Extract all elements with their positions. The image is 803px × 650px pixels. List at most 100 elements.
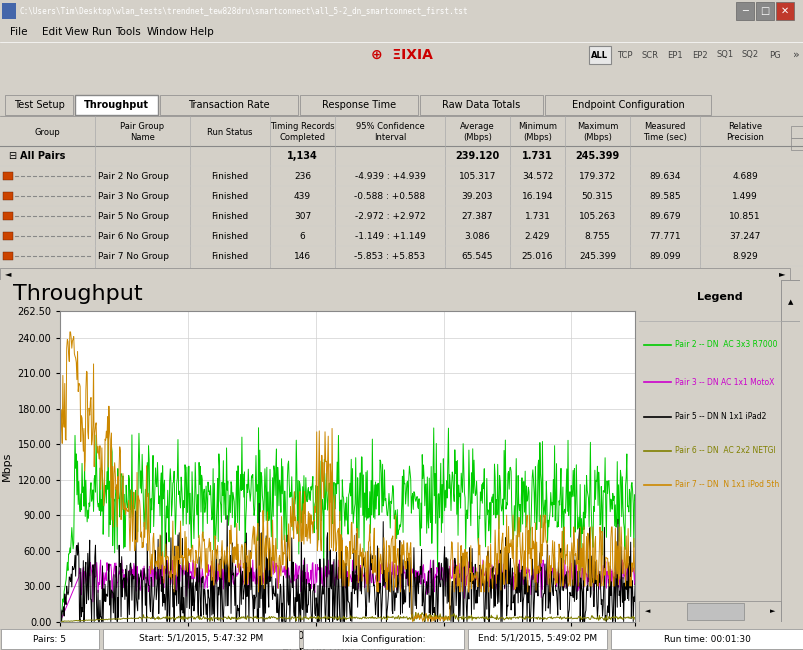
Bar <box>1 629 99 649</box>
Bar <box>755 2 773 20</box>
Text: 65.545: 65.545 <box>461 252 492 261</box>
Text: 6: 6 <box>300 231 305 240</box>
Text: Throughput: Throughput <box>13 284 142 304</box>
Text: 307: 307 <box>294 211 311 220</box>
Bar <box>3 192 13 200</box>
Bar <box>589 46 610 64</box>
Text: All Pairs: All Pairs <box>20 151 65 161</box>
Text: Pair 7 -- DN  N 1x1 iPod 5th: Pair 7 -- DN N 1x1 iPod 5th <box>674 480 778 489</box>
Text: -0.588 : +0.588: -0.588 : +0.588 <box>354 192 425 200</box>
Text: Pair 2 -- DN  AC 3x3 R7000: Pair 2 -- DN AC 3x3 R7000 <box>674 341 776 350</box>
Text: PG: PG <box>768 51 780 60</box>
Text: 245.399: 245.399 <box>575 151 619 161</box>
Text: 89.585: 89.585 <box>648 192 680 200</box>
Text: Run time: 00:01:30: Run time: 00:01:30 <box>662 634 749 644</box>
Text: □: □ <box>760 6 768 16</box>
Text: 95% Confidence
Interval: 95% Confidence Interval <box>355 122 424 142</box>
Text: ◄: ◄ <box>644 608 649 614</box>
Text: ALL: ALL <box>591 51 608 60</box>
Text: 1.731: 1.731 <box>524 211 550 220</box>
Bar <box>790 126 802 138</box>
Text: SCR: SCR <box>641 51 658 60</box>
Text: Pair Group
Name: Pair Group Name <box>120 122 165 142</box>
Text: Window: Window <box>147 27 188 37</box>
Text: ▲: ▲ <box>787 299 792 305</box>
Text: ─: ─ <box>741 6 747 16</box>
Text: Finished: Finished <box>211 231 248 240</box>
Bar <box>3 232 13 240</box>
FancyBboxPatch shape <box>419 95 542 115</box>
Text: File: File <box>10 27 27 37</box>
FancyBboxPatch shape <box>5 95 73 115</box>
FancyBboxPatch shape <box>75 95 158 115</box>
Text: Response Time: Response Time <box>321 100 396 110</box>
Text: ⊟: ⊟ <box>8 151 16 161</box>
Bar <box>780 280 799 621</box>
Text: 105.263: 105.263 <box>578 211 615 220</box>
Text: Endpoint Configuration: Endpoint Configuration <box>571 100 683 110</box>
Text: Pairs: 5: Pairs: 5 <box>34 634 67 644</box>
Bar <box>467 629 606 649</box>
Text: 146: 146 <box>294 252 311 261</box>
Text: Edit: Edit <box>42 27 62 37</box>
Text: Minimum
(Mbps): Minimum (Mbps) <box>517 122 556 142</box>
Text: Pair 7 No Group: Pair 7 No Group <box>98 252 169 261</box>
Text: 105.317: 105.317 <box>459 172 495 181</box>
Text: 3.086: 3.086 <box>464 231 490 240</box>
Text: Pair 6 -- DN  AC 2x2 NETGI: Pair 6 -- DN AC 2x2 NETGI <box>674 447 774 455</box>
Text: Finished: Finished <box>211 172 248 181</box>
Text: SQ1: SQ1 <box>715 51 732 60</box>
Bar <box>3 172 13 180</box>
Bar <box>0 116 803 146</box>
Text: 8.755: 8.755 <box>584 231 609 240</box>
Text: -2.972 : +2.972: -2.972 : +2.972 <box>354 211 425 220</box>
Text: 89.099: 89.099 <box>648 252 680 261</box>
Text: Legend: Legend <box>696 292 741 302</box>
FancyBboxPatch shape <box>300 95 418 115</box>
Text: 179.372: 179.372 <box>578 172 615 181</box>
Text: Ixia Configuration:: Ixia Configuration: <box>341 634 425 644</box>
Text: ◄: ◄ <box>5 270 11 278</box>
Text: Maximum
(Mbps): Maximum (Mbps) <box>576 122 618 142</box>
Text: Finished: Finished <box>211 211 248 220</box>
Text: Average
(Mbps): Average (Mbps) <box>459 122 495 142</box>
Text: Relative
Precision: Relative Precision <box>725 122 763 142</box>
Text: Pair 5 -- DN N 1x1 iPad2: Pair 5 -- DN N 1x1 iPad2 <box>674 412 765 421</box>
Text: 34.572: 34.572 <box>521 172 552 181</box>
Text: Pair 6 No Group: Pair 6 No Group <box>98 231 169 240</box>
Text: Run: Run <box>92 27 112 37</box>
Text: 2.429: 2.429 <box>524 231 549 240</box>
Text: Finished: Finished <box>211 192 248 200</box>
Bar <box>775 2 793 20</box>
Text: Pair 2 No Group: Pair 2 No Group <box>98 172 169 181</box>
Text: 236: 236 <box>294 172 311 181</box>
Text: ►: ► <box>769 608 774 614</box>
Bar <box>2 3 16 19</box>
Text: 25.016: 25.016 <box>521 252 552 261</box>
Text: 77.771: 77.771 <box>648 231 680 240</box>
Text: -5.853 : +5.853: -5.853 : +5.853 <box>354 252 425 261</box>
Text: Help: Help <box>190 27 214 37</box>
Text: Pair 3 -- DN AC 1x1 MotoX: Pair 3 -- DN AC 1x1 MotoX <box>674 378 773 387</box>
Text: 37.247: 37.247 <box>728 231 760 240</box>
Text: ►: ► <box>778 270 785 278</box>
Bar <box>103 629 299 649</box>
Text: 39.203: 39.203 <box>461 192 492 200</box>
Text: SQ2: SQ2 <box>740 51 757 60</box>
Bar <box>789 116 803 268</box>
FancyBboxPatch shape <box>544 95 710 115</box>
Text: Raw Data Totals: Raw Data Totals <box>442 100 520 110</box>
Text: 10.851: 10.851 <box>728 211 760 220</box>
Text: -4.939 : +4.939: -4.939 : +4.939 <box>354 172 425 181</box>
Text: 1.731: 1.731 <box>521 151 552 161</box>
X-axis label: Elapsed time (h:mm:ss): Elapsed time (h:mm:ss) <box>281 646 414 650</box>
Text: 89.679: 89.679 <box>648 211 680 220</box>
Text: -1.149 : +1.149: -1.149 : +1.149 <box>354 231 425 240</box>
Text: Timing Records
Completed: Timing Records Completed <box>270 122 334 142</box>
FancyBboxPatch shape <box>160 95 298 115</box>
Text: 8.929: 8.929 <box>732 252 757 261</box>
Bar <box>790 138 802 150</box>
Text: Transaction Rate: Transaction Rate <box>188 100 270 110</box>
Text: Pair 3 No Group: Pair 3 No Group <box>98 192 169 200</box>
Bar <box>303 629 463 649</box>
